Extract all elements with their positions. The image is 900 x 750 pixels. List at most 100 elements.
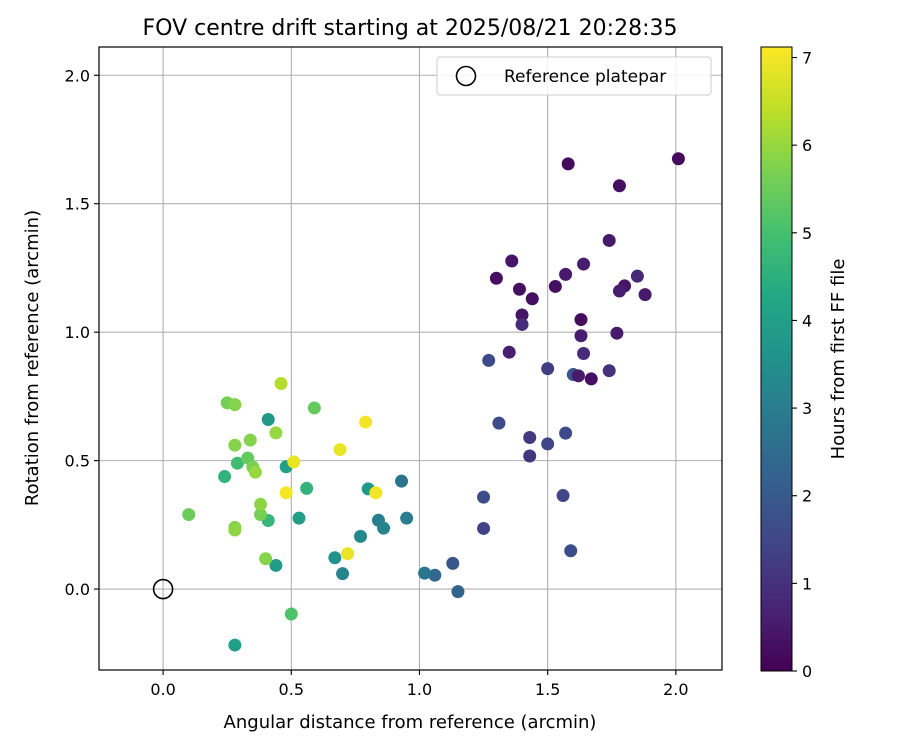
x-tick-label: 1.5: [535, 680, 560, 699]
colorbar-tick-label: 3: [802, 399, 812, 418]
data-point: [638, 288, 652, 302]
data-point: [525, 292, 539, 306]
data-point: [515, 317, 529, 331]
y-tick-label: 1.5: [65, 195, 90, 214]
data-point: [254, 497, 268, 511]
data-point: [541, 362, 555, 376]
colorbar: 0 1 2 3 4 5 6 7 Hours from first FF file: [760, 46, 849, 681]
data-point: [523, 449, 537, 463]
data-point: [451, 585, 465, 599]
data-point: [612, 179, 626, 193]
data-point: [512, 282, 526, 296]
x-axis-ticks: 0.0 0.5 1.0 1.5 2.0: [150, 670, 689, 699]
x-tick-label: 0.5: [279, 680, 304, 699]
data-point: [610, 326, 624, 340]
data-point: [228, 638, 242, 652]
data-point: [354, 529, 368, 543]
data-point: [630, 269, 644, 283]
data-point: [341, 547, 355, 561]
data-point: [274, 377, 288, 391]
x-tick-label: 1.0: [407, 680, 432, 699]
reference-platepar-marker: [152, 578, 174, 600]
data-point: [477, 490, 491, 504]
data-point: [602, 233, 616, 247]
data-point: [261, 413, 275, 427]
colorbar-tick-label: 6: [802, 136, 812, 155]
plot-frame: [98, 46, 723, 671]
colorbar-label: Hours from first FF file: [828, 259, 849, 460]
data-point: [671, 152, 685, 166]
y-tick-label: 2.0: [65, 66, 90, 85]
data-point: [602, 364, 616, 378]
chart-title: FOV centre drift starting at 2025/08/21 …: [143, 16, 678, 41]
colorbar-tick-label: 0: [802, 662, 812, 681]
colorbar-gradient: [760, 46, 793, 672]
colorbar-tick-label: 1: [802, 574, 812, 593]
data-point: [369, 486, 383, 500]
data-point: [269, 558, 283, 572]
data-point: [336, 567, 350, 581]
data-point: [243, 433, 257, 447]
data-point: [228, 398, 242, 412]
data-point: [574, 313, 588, 327]
data-point: [505, 254, 519, 268]
data-point: [182, 508, 196, 522]
data-point: [477, 521, 491, 535]
legend-marker-reference: [455, 65, 477, 87]
data-point: [482, 353, 496, 367]
data-point: [523, 430, 537, 444]
legend-label-reference: Reference platepar: [504, 67, 666, 87]
data-point: [228, 438, 242, 452]
data-point: [502, 345, 516, 359]
data-point: [612, 284, 626, 298]
data-point: [228, 523, 242, 537]
data-point: [328, 551, 342, 565]
y-axis-label: Rotation from reference (arcmin): [22, 210, 43, 506]
data-point: [248, 465, 262, 479]
data-point: [556, 489, 570, 503]
x-tick-label: 2.0: [663, 680, 688, 699]
data-point: [571, 369, 585, 383]
data-point: [577, 346, 591, 360]
data-point: [515, 308, 529, 322]
colorbar-tick-label: 5: [802, 224, 812, 243]
data-point: [428, 568, 442, 582]
y-tick-label: 0.0: [65, 580, 90, 599]
data-point: [300, 481, 314, 495]
x-axis-label: Angular distance from reference (arcmin): [224, 712, 597, 733]
data-point: [492, 416, 506, 430]
data-point: [230, 456, 244, 470]
data-point: [418, 566, 432, 580]
colorbar-ticks: 0 1 2 3 4 5 6 7: [792, 49, 812, 681]
colorbar-tick-label: 4: [802, 311, 812, 330]
y-tick-label: 1.0: [65, 323, 90, 342]
y-tick-label: 0.5: [65, 452, 90, 471]
data-point: [359, 415, 373, 429]
grid-lines: [99, 47, 722, 670]
data-point: [541, 437, 555, 451]
data-point: [559, 426, 573, 440]
data-point: [292, 511, 306, 525]
data-point: [333, 443, 347, 457]
data-point: [577, 257, 591, 271]
data-point: [269, 426, 283, 440]
data-point: [574, 329, 588, 343]
data-point: [400, 511, 414, 525]
data-point: [584, 372, 598, 386]
data-point: [254, 508, 268, 522]
data-point: [377, 521, 391, 535]
data-point: [284, 607, 298, 621]
legend-box: [436, 56, 712, 96]
data-point: [287, 455, 301, 469]
colorbar-tick-label: 2: [802, 487, 812, 506]
colorbar-tick-label: 7: [802, 49, 812, 68]
data-point: [395, 474, 409, 488]
legend: Reference platepar: [436, 56, 712, 96]
data-point: [548, 279, 562, 293]
data-point: [259, 552, 273, 566]
data-point: [279, 486, 293, 500]
data-point: [489, 271, 503, 285]
data-point: [307, 401, 321, 415]
data-point: [446, 556, 460, 570]
